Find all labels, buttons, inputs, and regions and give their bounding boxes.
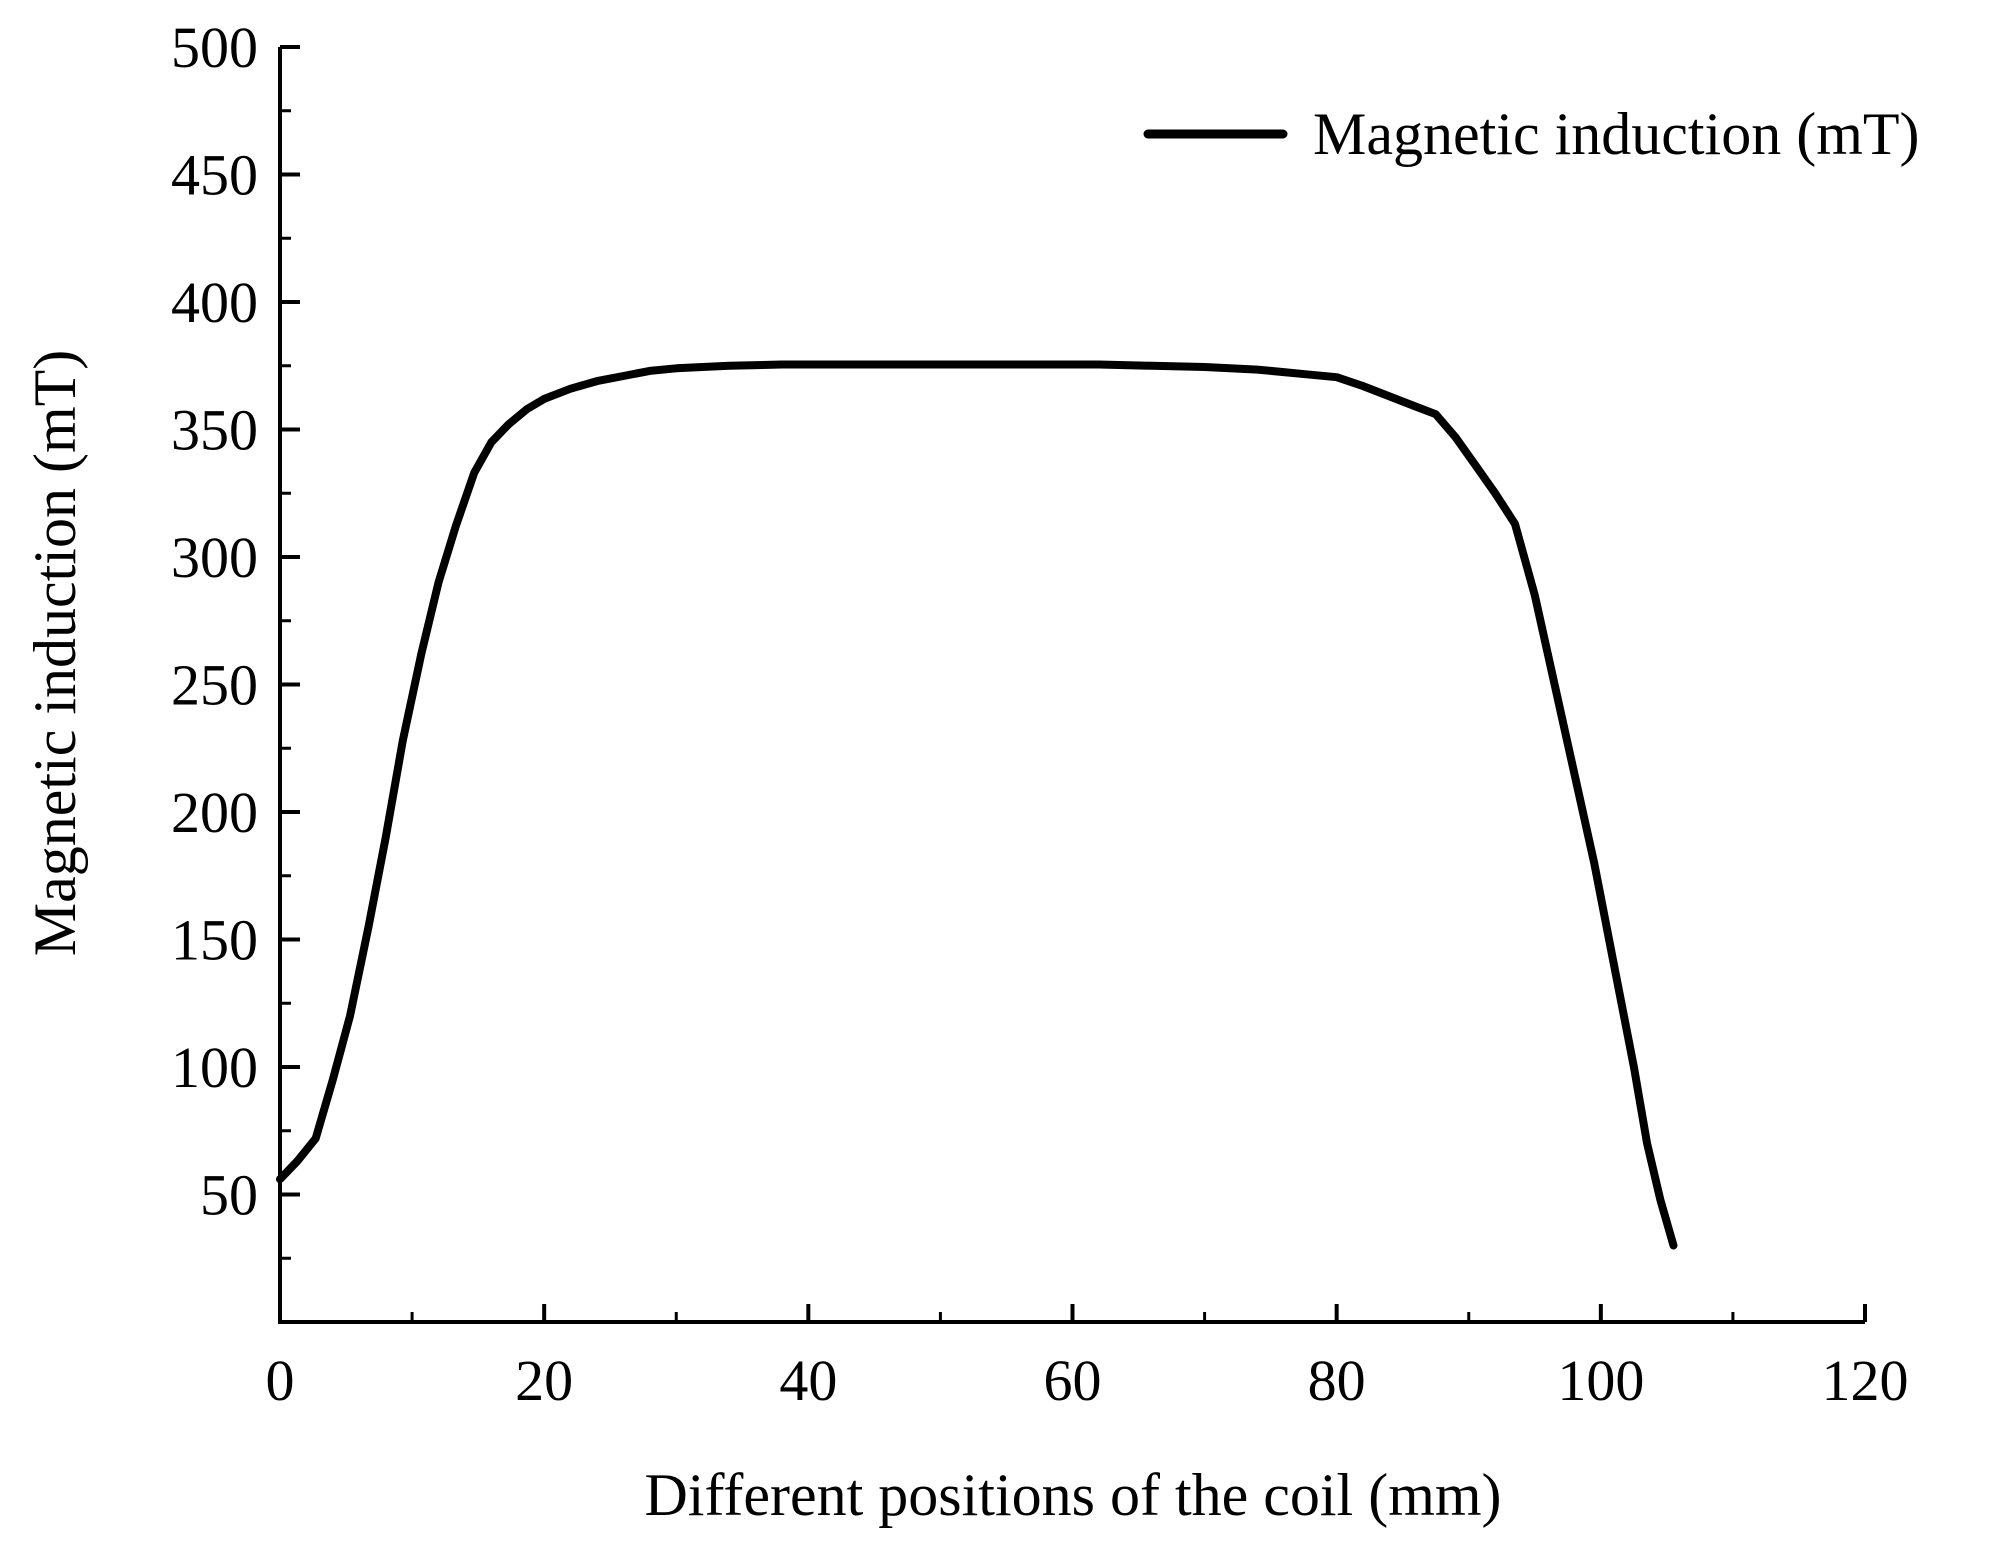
y-tick-label: 50 [200,1163,258,1228]
x-tick-label: 80 [1308,1348,1366,1413]
x-tick-label: 20 [515,1348,573,1413]
x-tick-label: 100 [1557,1348,1644,1413]
x-axis-title: Different positions of the coil (mm) [644,1462,1501,1528]
y-tick-label: 400 [171,270,258,335]
y-tick-label: 300 [171,525,258,590]
x-tick-label: 120 [1822,1348,1909,1413]
legend: Magnetic induction (mT) [1143,101,1920,167]
axes [278,47,1865,1324]
x-tick-label: 60 [1044,1348,1102,1413]
y-tick-label: 450 [171,143,258,208]
y-tick-label: 350 [171,398,258,463]
y-tick-label: 250 [171,653,258,718]
y-tick-label: 200 [171,780,258,845]
y-tick-label: 500 [171,15,258,80]
series [276,360,1678,1250]
ticks: 0 20 40 60 80 100 120 50 100 150 200 250 300 350 400 45… [171,15,1909,1413]
x-tick-label: 0 [266,1348,295,1413]
series-line-magnetic-induction [276,360,1678,1250]
y-axis-title: Magnetic induction (mT) [22,350,88,957]
y-tick-label: 100 [171,1035,258,1100]
y-tick-label: 150 [171,908,258,973]
legend-label: Magnetic induction (mT) [1313,101,1920,167]
x-tick-label: 40 [779,1348,837,1413]
